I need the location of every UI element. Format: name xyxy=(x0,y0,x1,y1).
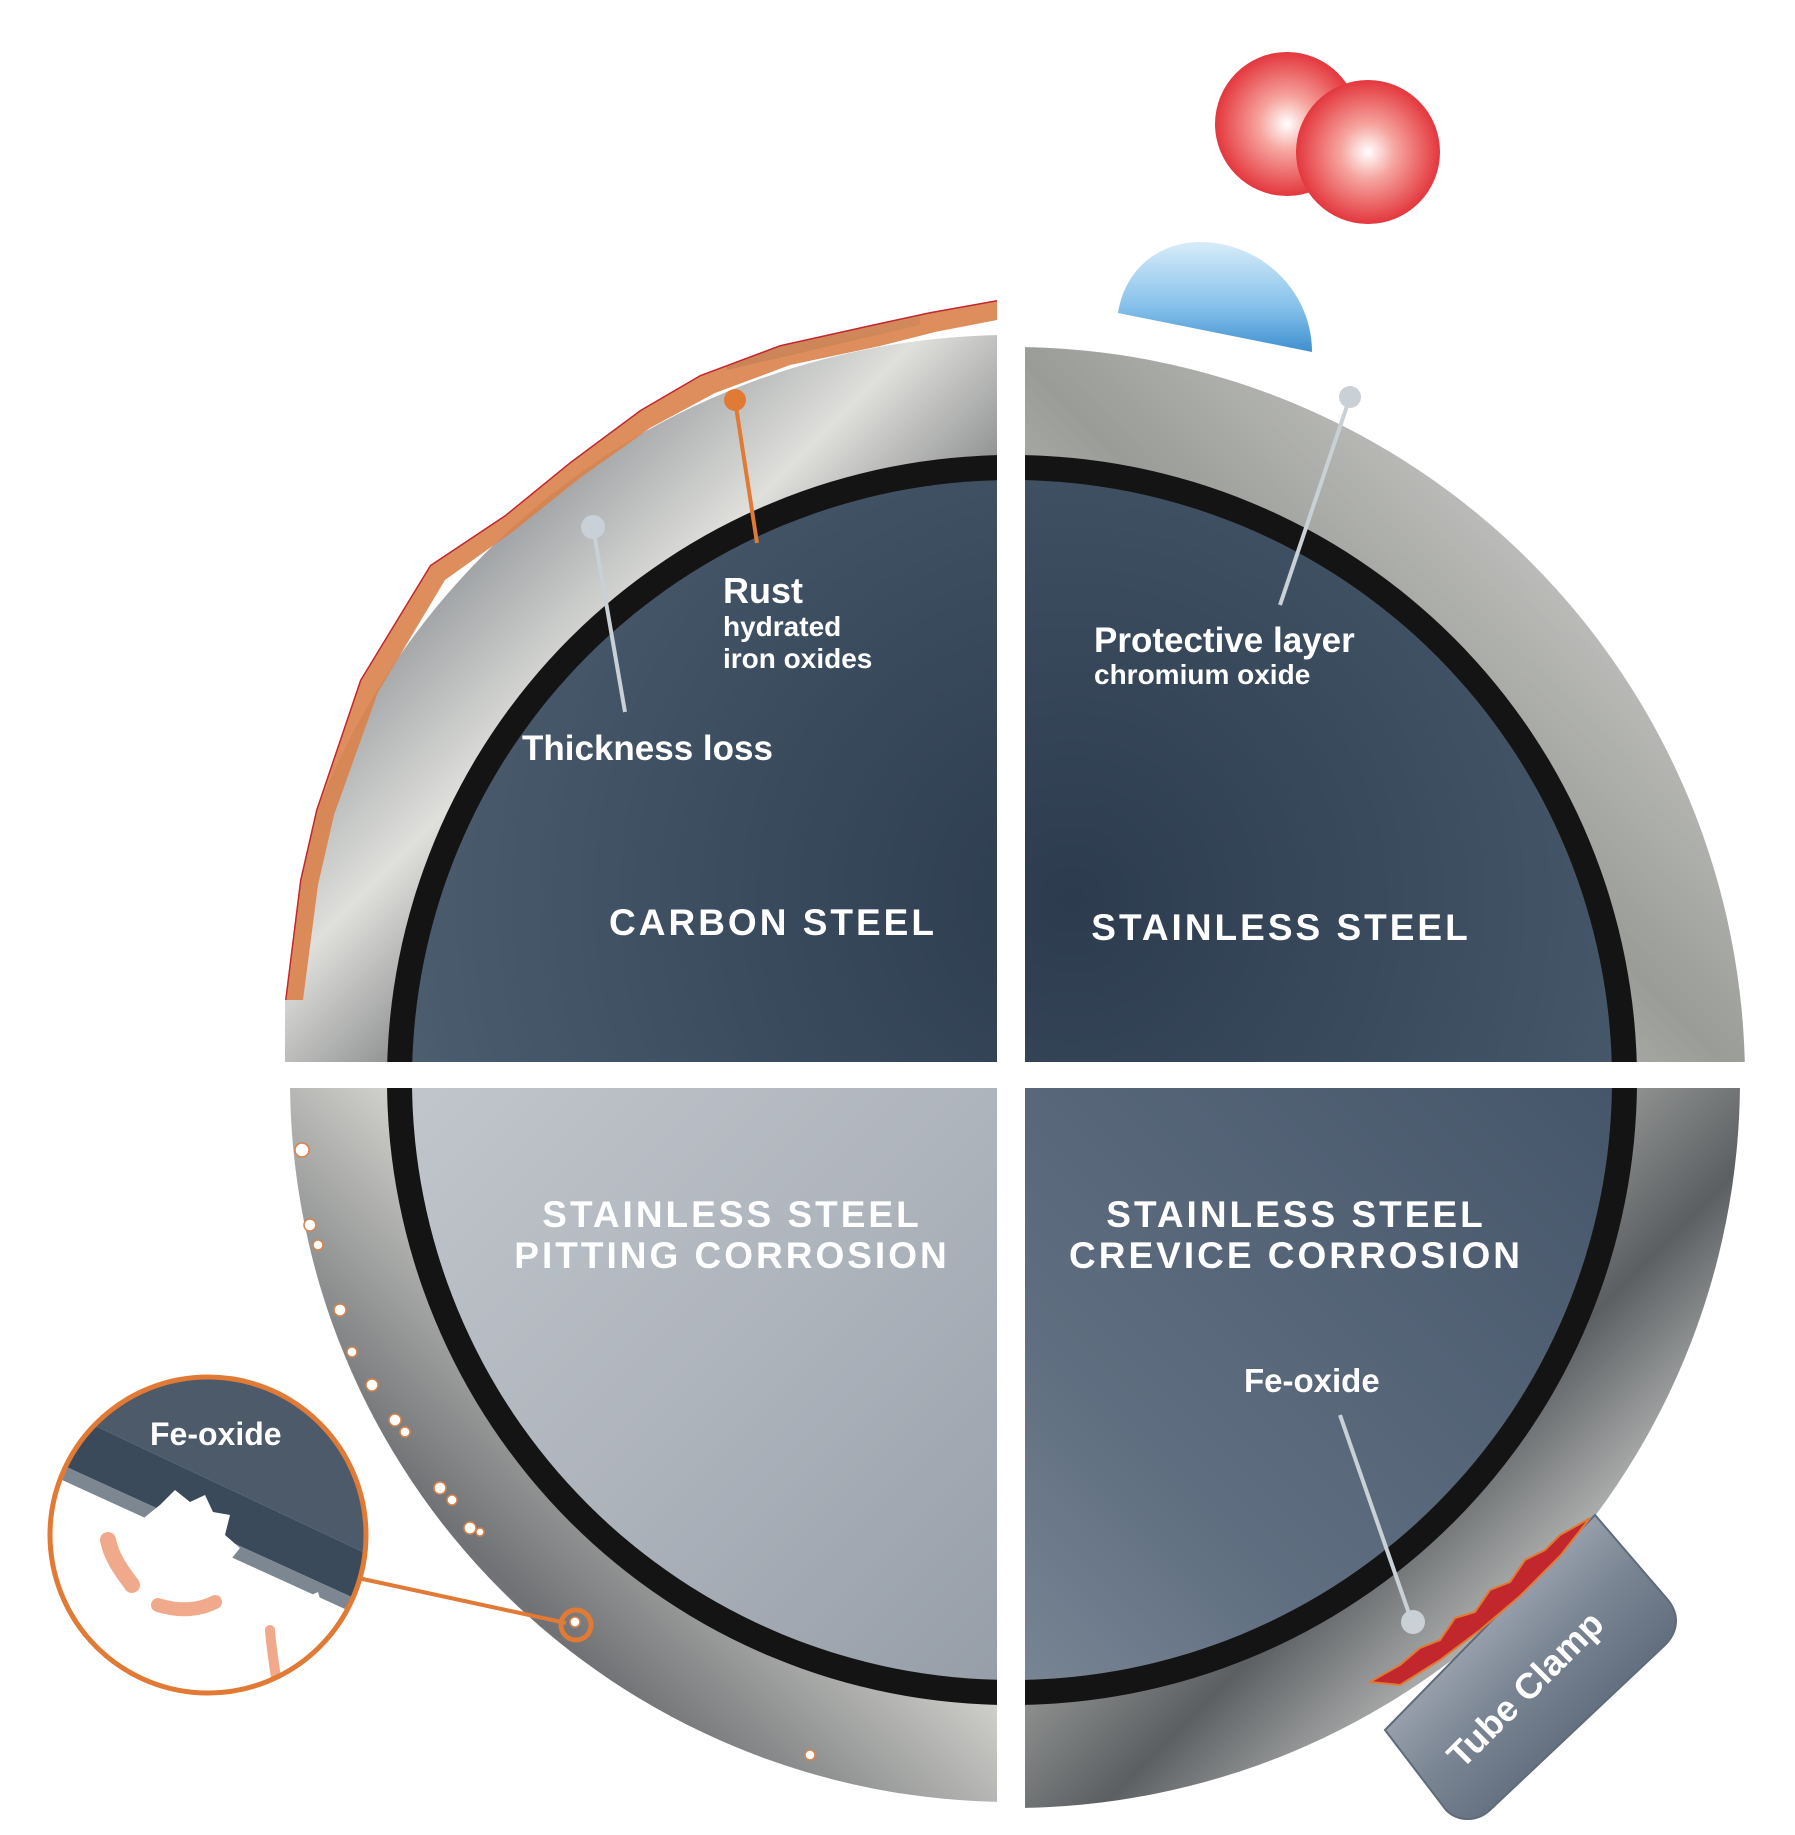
rust-sub-1: hydrated xyxy=(723,611,841,642)
quadrant-stainless-steel xyxy=(1025,347,1745,1062)
fe-oxide-pit-label: Fe-oxide xyxy=(150,1416,282,1452)
rust-sub-2: iron oxides xyxy=(723,643,872,674)
fe-oxide-crevice-label: Fe-oxide xyxy=(1244,1362,1380,1399)
rust-title: Rust xyxy=(723,570,803,611)
pit-magnifier-callout: Fe-oxide xyxy=(47,1374,594,1696)
divider-vertical xyxy=(997,290,1025,1830)
divider-horizontal xyxy=(280,1062,1780,1088)
pit-large xyxy=(120,1490,240,1588)
thickness-loss-label: Thickness loss xyxy=(522,729,773,768)
leader-protective-layer xyxy=(1278,386,1361,606)
oxygen-molecule-right xyxy=(1215,52,1440,224)
quadrant-pitting-corrosion xyxy=(290,1088,997,1802)
title-crevice-line-1: STAINLESS STEEL xyxy=(1106,1194,1485,1235)
thickness-loss-area xyxy=(0,0,997,1062)
protective-sub: chromium oxide xyxy=(1094,659,1310,690)
leader-rust xyxy=(724,389,759,544)
quadrant-carbon-steel xyxy=(0,0,997,1062)
title-pitting-line-1: STAINLESS STEEL xyxy=(542,1194,921,1235)
title-pitting-line-2: PITTING CORROSION xyxy=(514,1235,949,1276)
title-stainless-steel: STAINLESS STEEL xyxy=(1091,907,1470,948)
protective-title: Protective layer xyxy=(1094,621,1355,660)
pitting-spots xyxy=(294,1142,816,1761)
water-droplet-right xyxy=(1118,242,1312,352)
pit-small xyxy=(278,1590,335,1628)
title-crevice-line-2: CREVICE CORROSION xyxy=(1069,1235,1523,1276)
quadrant-crevice-corrosion xyxy=(1025,1088,1740,1808)
leader-fe-oxide-crevice xyxy=(1338,1414,1425,1634)
protective-layer-label: Protective layer chromium oxide xyxy=(1094,621,1355,690)
title-carbon-steel: CARBON STEEL xyxy=(609,902,937,943)
leader-thickness-loss xyxy=(581,515,627,713)
crevice-fe-oxide xyxy=(1366,1517,1591,1687)
rust-label: Rust hydrated iron oxides xyxy=(723,570,872,674)
